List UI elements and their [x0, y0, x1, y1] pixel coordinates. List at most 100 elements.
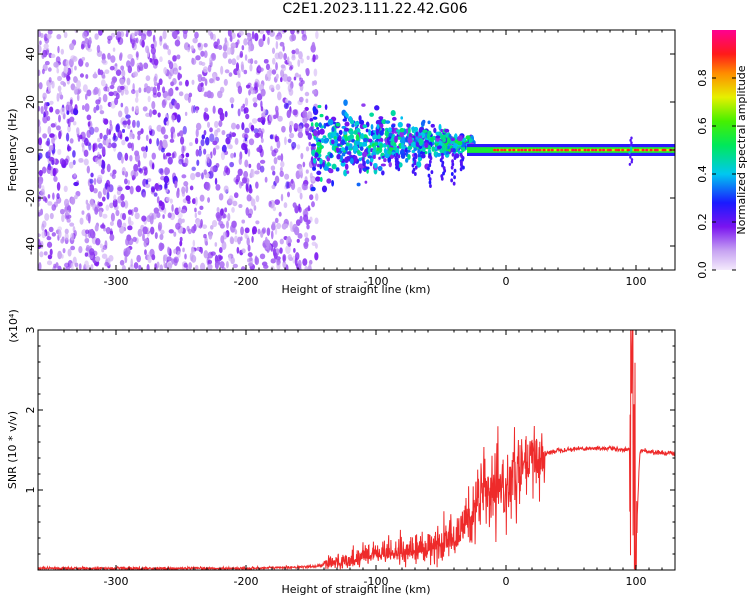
spectrogram-cell	[431, 146, 435, 152]
spectrogram-cell	[428, 163, 432, 168]
spectrogram-cell	[248, 262, 254, 267]
spectrogram-cell	[324, 104, 328, 110]
spectrogram-cell	[200, 262, 206, 270]
spectrogram-cell	[262, 108, 267, 115]
spectrogram-cell	[63, 31, 68, 39]
spectrogram-cell	[263, 264, 269, 269]
spectrogram-cell	[271, 184, 276, 190]
spectrogram-cell	[285, 181, 290, 189]
spectrogram-cell	[459, 167, 463, 172]
spectrogram-cell	[201, 61, 206, 66]
spectrogram-cell	[233, 192, 239, 199]
spectrogram-cell	[79, 73, 85, 78]
spectrogram-cell	[282, 45, 285, 52]
spectrogram-cell	[535, 148, 539, 152]
spectrogram-cell	[560, 148, 564, 152]
spectrogram-cell	[272, 57, 276, 65]
spectrogram-cell	[630, 158, 634, 162]
spectrogram-cell	[292, 109, 298, 116]
spectrogram-cell	[355, 140, 361, 145]
spectrogram-cell	[89, 248, 95, 256]
spectrogram-cell	[373, 145, 377, 152]
spectrogram-cell	[315, 176, 321, 182]
spectrogram-cell	[190, 172, 196, 181]
spectrogram-cell	[401, 144, 405, 150]
spectrogram-cell	[214, 120, 219, 129]
spectrogram-cell	[249, 63, 253, 72]
spectrogram-cell	[201, 134, 206, 140]
spectrogram-cell	[160, 126, 166, 135]
spectrogram-cell	[143, 87, 147, 93]
spectrogram-cell	[99, 104, 103, 111]
spectrogram-cell	[279, 170, 284, 178]
spectrogram-cell	[427, 130, 432, 136]
spectrogram-cell	[258, 127, 262, 133]
spectrogram-cell	[42, 133, 48, 139]
spectrogram-cell	[296, 144, 301, 150]
spectrogram-cell	[47, 84, 52, 92]
spectrogram-cell	[174, 39, 181, 47]
spectrogram-cell	[503, 148, 507, 152]
spectrogram-cell	[649, 148, 653, 152]
spectrogram-cell	[101, 53, 106, 62]
spectrogram-cell	[414, 165, 418, 170]
spectrogram-cell	[127, 65, 133, 74]
spectrogram-heatmap	[38, 30, 675, 270]
spectrogram-cell	[550, 148, 554, 152]
spectrogram-cell	[93, 71, 97, 78]
spectrogram-cell	[159, 264, 163, 270]
spectrogram-cell	[636, 148, 640, 152]
spectrogram-cell	[78, 245, 83, 254]
colorbar-ticks: 0.0 0.2 0.4 0.6 0.8	[696, 69, 736, 279]
spectrogram-cell	[109, 65, 115, 71]
spectrogram-cell	[73, 108, 79, 116]
spectrogram-cell	[43, 110, 49, 117]
spectrogram-cell	[124, 136, 129, 142]
spectrogram-cell	[50, 53, 56, 59]
spectrogram-cell	[102, 213, 108, 219]
spectrogram-cell	[137, 159, 141, 168]
spectrogram-cell	[85, 213, 91, 222]
spectrogram-cell	[438, 140, 442, 145]
spectrogram-cell	[335, 147, 340, 152]
snr-y-axis-label: SNR (10 * v/v)	[6, 411, 19, 489]
spectrogram-cell	[291, 34, 297, 41]
spectrogram-cell	[231, 58, 237, 66]
spectrogram-cell	[160, 229, 165, 235]
spectrogram-cell	[120, 201, 126, 208]
spectrogram-cell	[328, 168, 334, 174]
spectrogram-cell	[279, 41, 285, 47]
spectrogram-cell	[88, 36, 92, 46]
spectrogram-cell	[57, 85, 62, 92]
spectrogram-cell	[203, 169, 207, 176]
spectrogram-cell	[391, 124, 396, 128]
spectrogram-cell	[312, 106, 317, 113]
spectrogram-cell	[203, 112, 209, 122]
spectrogram-cell	[130, 32, 136, 40]
spectrogram-cell	[397, 121, 403, 128]
spectrogram-cell	[275, 73, 279, 80]
spectrogram-cell	[84, 93, 88, 100]
spectrogram-cell	[430, 123, 435, 128]
spectrogram-cell	[105, 204, 110, 211]
spectrogram-cell	[655, 148, 659, 152]
spectrogram-cell	[185, 195, 191, 202]
spectrogram-cell	[156, 212, 161, 219]
spectrogram-cell	[213, 44, 220, 49]
spectrogram-cell	[440, 176, 444, 181]
spectrogram-cell	[166, 95, 171, 101]
spectrogram-cell	[243, 170, 249, 179]
spectrogram-cell	[175, 86, 179, 91]
spectrogram-cell	[95, 237, 101, 246]
spectrogram-cell	[326, 178, 332, 184]
spectrogram-cell	[365, 159, 370, 165]
spectrogram-cell	[44, 197, 48, 203]
spectrogram-cell	[395, 129, 401, 133]
spectrogram-cell	[255, 181, 259, 189]
spectrogram-cell	[292, 202, 297, 208]
spectrogram-cell	[598, 148, 602, 152]
spectrogram-cell	[195, 122, 202, 131]
spectrogram-cell	[119, 53, 123, 61]
spectrogram-cell	[236, 246, 240, 254]
spectrogram-cell	[294, 252, 300, 261]
